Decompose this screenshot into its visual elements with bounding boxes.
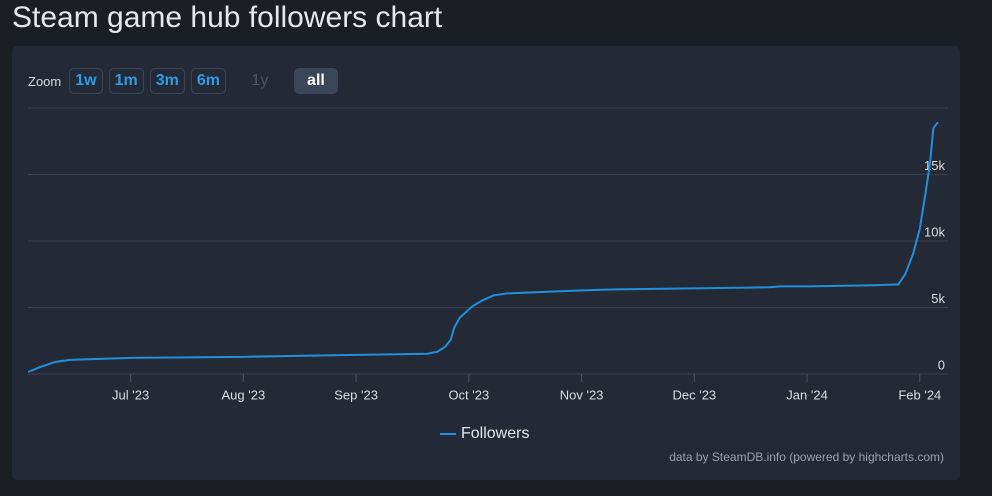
data-line <box>27 121 939 373</box>
zoom-button[interactable]: 6m <box>190 68 226 94</box>
zoom-bar: Zoom 1w 1m 3m 6m 1y all <box>28 67 338 95</box>
x-tick-label: Feb '24 <box>898 387 941 402</box>
chart-panel: Zoom 1w 1m 3m 6m 1y all <box>12 46 960 480</box>
x-tick-label: Nov '23 <box>560 387 604 402</box>
x-tick-label: Sep '23 <box>334 387 378 402</box>
y-tick-label: 15k <box>924 158 945 173</box>
zoom-button[interactable]: 1m <box>108 68 144 94</box>
zoom-button[interactable]: 3m <box>149 68 185 94</box>
y-tick-label: 10k <box>924 224 945 239</box>
page-title: Steam game hub followers chart <box>12 1 443 34</box>
y-tick-label: 0 <box>938 357 945 372</box>
x-tick-label: Jul '23 <box>112 387 149 402</box>
x-tick-label: Aug '23 <box>221 387 265 402</box>
y-tick-label: 5k <box>931 291 945 306</box>
x-tick-label: Dec '23 <box>672 387 716 402</box>
zoom-label: Zoom <box>28 73 62 89</box>
zoom-button[interactable]: 1w <box>69 68 103 94</box>
x-tick-label: Jan '24 <box>786 387 828 402</box>
credits: data by SteamDB.info (powered by highcha… <box>669 450 944 464</box>
zoom-button[interactable]: all <box>293 68 338 94</box>
x-tick-label: Oct '23 <box>448 387 489 402</box>
legend-label[interactable]: Followers <box>461 425 529 442</box>
zoom-button: 1y <box>251 72 269 89</box>
